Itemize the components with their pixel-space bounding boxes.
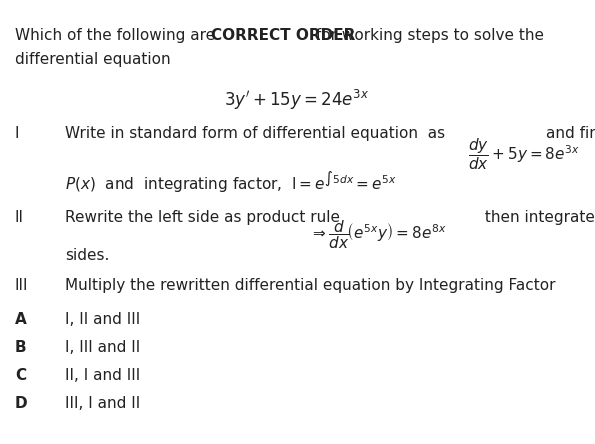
Text: II: II xyxy=(15,210,24,225)
Text: II, I and III: II, I and III xyxy=(65,368,140,383)
Text: III: III xyxy=(15,278,29,293)
Text: $P(x)$  and  integrating factor,  $\mathrm{I} = e^{\int 5dx} = e^{5x}$: $P(x)$ and integrating factor, $\mathrm{… xyxy=(65,170,397,196)
Text: $3y'+15y=24e^{3x}$: $3y'+15y=24e^{3x}$ xyxy=(224,88,369,112)
Text: I: I xyxy=(15,126,20,141)
Text: CORRECT ORDER: CORRECT ORDER xyxy=(211,28,355,43)
Text: $\Rightarrow\dfrac{d}{dx}\!\left(e^{5x}y\right)=8e^{8x}$: $\Rightarrow\dfrac{d}{dx}\!\left(e^{5x}y… xyxy=(310,218,447,251)
Text: C: C xyxy=(15,368,26,383)
Text: D: D xyxy=(15,396,27,411)
Text: III, I and II: III, I and II xyxy=(65,396,140,411)
Text: Multiply the rewritten differential equation by Integrating Factor: Multiply the rewritten differential equa… xyxy=(65,278,556,293)
Text: for working steps to solve the: for working steps to solve the xyxy=(311,28,544,43)
Text: I, II and III: I, II and III xyxy=(65,312,140,327)
Text: and find: and find xyxy=(546,126,595,141)
Text: sides.: sides. xyxy=(65,248,109,263)
Text: Write in standard form of differential equation  as: Write in standard form of differential e… xyxy=(65,126,445,141)
Text: Which of the following are: Which of the following are xyxy=(15,28,220,43)
Text: differential equation: differential equation xyxy=(15,52,171,67)
Text: then integrate both: then integrate both xyxy=(480,210,595,225)
Text: A: A xyxy=(15,312,27,327)
Text: Rewrite the left side as product rule: Rewrite the left side as product rule xyxy=(65,210,340,225)
Text: B: B xyxy=(15,340,27,355)
Text: I, III and II: I, III and II xyxy=(65,340,140,355)
Text: $\dfrac{dy}{dx}+5y=8e^{3x}$: $\dfrac{dy}{dx}+5y=8e^{3x}$ xyxy=(468,136,580,172)
